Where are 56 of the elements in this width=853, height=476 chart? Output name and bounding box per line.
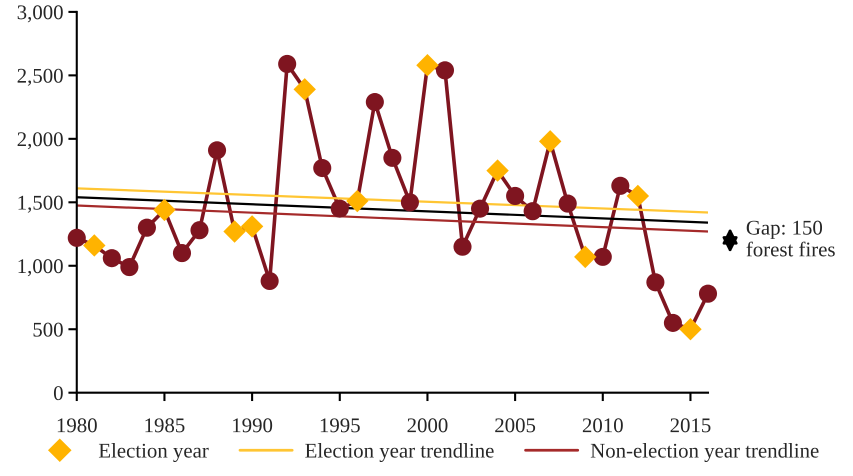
y-tick-label: 2,000	[18, 132, 63, 150]
point	[524, 202, 542, 220]
point	[240, 215, 264, 238]
point	[223, 220, 246, 243]
x-tick-label: 2000	[408, 418, 448, 432]
point	[278, 54, 296, 73]
x-tick-label: 1985	[145, 418, 184, 432]
point	[664, 314, 682, 332]
point	[83, 234, 106, 257]
point	[190, 221, 209, 240]
point	[260, 272, 279, 290]
x-tick-label: 1980	[58, 418, 97, 432]
y-tick-label: 0	[54, 386, 63, 400]
point	[594, 248, 612, 266]
point	[558, 194, 577, 213]
y-tick-label: 2,500	[18, 68, 63, 86]
x-tick-label: 1990	[233, 418, 272, 432]
y-tick-label: 3,000	[18, 5, 63, 22]
point	[120, 258, 138, 276]
point	[366, 92, 384, 112]
point	[470, 200, 490, 218]
point	[486, 159, 509, 182]
legend-label: Non-election year trendline	[590, 443, 819, 462]
x-tick-label: 2005	[495, 418, 536, 432]
point	[646, 273, 664, 292]
point	[698, 284, 718, 303]
point	[153, 198, 176, 222]
point	[574, 246, 596, 268]
point	[453, 238, 472, 256]
y-tick-label: 1,000	[18, 259, 63, 276]
x-tick-label: 1995	[320, 418, 360, 432]
point	[436, 61, 454, 80]
point	[400, 193, 419, 212]
point	[626, 184, 650, 208]
point	[138, 218, 156, 237]
point	[538, 130, 562, 153]
legend-label: Election year	[98, 443, 209, 462]
point	[294, 78, 316, 101]
point	[611, 176, 630, 195]
point	[313, 158, 332, 178]
y-tick-label: 500	[34, 322, 63, 337]
point	[416, 54, 439, 76]
point	[102, 249, 121, 268]
point	[330, 200, 349, 218]
point	[506, 186, 524, 206]
text: Gap: 150 forest fires	[746, 220, 835, 256]
x-tick-label: 2010	[582, 418, 623, 432]
point	[68, 228, 86, 247]
point	[346, 190, 369, 212]
legend-label: Election year trendline	[305, 443, 494, 462]
x-tick-label: 2015	[670, 418, 710, 432]
point	[208, 141, 226, 160]
point	[679, 318, 702, 340]
y-tick-label: 1,500	[18, 196, 63, 213]
point	[383, 148, 402, 167]
point	[172, 244, 192, 262]
